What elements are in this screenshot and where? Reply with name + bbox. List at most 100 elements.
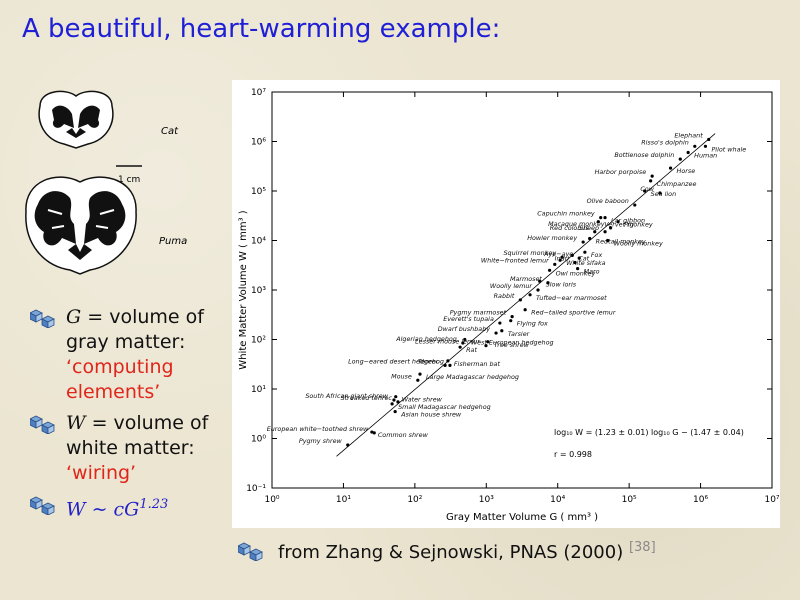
point-label: South African giant shrew: [305, 392, 388, 400]
fit-line: [336, 133, 716, 457]
point-label: Pygmy marmoset: [450, 309, 507, 317]
scale-label: 1 cm: [118, 175, 140, 185]
puma-brain: [25, 176, 137, 275]
y-tick-label: 10⁰: [251, 435, 266, 445]
citation: from Zhang & Sejnowski, PNAS (2000) [38]: [237, 540, 656, 563]
data-point: [560, 255, 564, 259]
data-point: [538, 279, 542, 283]
point-label: Redtail monkey: [596, 237, 646, 245]
point-label: Sea lion: [651, 190, 676, 198]
point-label: Harbor porpoise: [595, 168, 647, 176]
data-point: [418, 372, 422, 376]
point-label: Rat: [466, 346, 477, 354]
data-point: [494, 331, 498, 335]
data-point: [523, 308, 527, 312]
data-point: [396, 400, 400, 404]
data-point: [633, 203, 637, 207]
y-tick-label: 10³: [251, 286, 266, 296]
y-tick-label: 10¹: [251, 385, 266, 395]
citation-ref: [38]: [628, 540, 656, 555]
data-point: [603, 216, 607, 220]
data-point: [608, 226, 613, 230]
point-label: Pilot whale: [711, 145, 746, 153]
data-point: [448, 363, 452, 367]
y-tick-label: 10⁴: [251, 237, 266, 247]
data-point: [346, 443, 350, 447]
point-label: Indri: [555, 254, 570, 262]
point-label: Mouse: [391, 372, 412, 380]
data-point: [649, 179, 653, 183]
data-point: [546, 281, 550, 285]
point-label: Cow: [640, 185, 654, 193]
bullet-icon: [30, 496, 55, 515]
x-tick-label: 10⁵: [622, 495, 637, 505]
data-point: [599, 216, 603, 220]
bullet-icon: [237, 542, 263, 562]
point-label: Marmoset: [510, 275, 542, 283]
point-label: Tenrec: [418, 357, 440, 365]
point-label: Maro: [584, 268, 600, 276]
slide-title: A beautiful, heart-warming example:: [22, 14, 501, 44]
data-point: [593, 230, 597, 234]
data-point: [616, 220, 620, 224]
bullet-highlight: ‘wiring’: [66, 462, 137, 484]
bullet-text: = volume of white matter:: [66, 412, 209, 459]
data-point: [443, 363, 447, 367]
x-tick-label: 10¹: [336, 495, 351, 505]
x-tick-label: 10⁴: [550, 495, 565, 505]
point-label: Dwarf bushbaby: [438, 325, 490, 333]
x-tick-label: 10⁶: [693, 495, 708, 505]
point-label: Woolly monkey: [614, 240, 663, 248]
data-point: [461, 341, 465, 345]
point-label: Common shrew: [378, 431, 429, 439]
point-label: Rabbit: [494, 292, 515, 300]
data-point: [393, 409, 397, 414]
point-label: Small Madagascar hedgehog: [398, 403, 491, 411]
point-label: Macaque monkey: [548, 220, 605, 228]
point-label: West European hedgehog: [471, 339, 554, 347]
point-label: Pygmy shrew: [299, 437, 343, 445]
data-point: [693, 144, 697, 148]
point-label: Howler monkey: [527, 234, 577, 242]
y-tick-label: 10⁷: [251, 88, 266, 98]
bullet: W ∼ cG1.23: [30, 492, 240, 522]
data-point: [703, 144, 708, 148]
data-point: [558, 258, 562, 262]
x-axis-label: Gray Matter Volume G ( mm³ ): [446, 512, 598, 523]
bullet-list: G = volume of gray matter: ‘computing el…: [30, 305, 240, 528]
point-label: Large Madagascar hedgehog: [426, 373, 519, 381]
puma-label: Puma: [159, 236, 187, 247]
data-point: [372, 431, 376, 435]
point-label: Streaked tenrec: [341, 394, 393, 402]
x-tick-label: 10³: [479, 495, 494, 505]
data-point: [392, 398, 396, 402]
data-point: [678, 157, 682, 161]
y-tick-label: 10⁵: [251, 187, 266, 197]
y-axis-label: White Matter Volume W ( mm³ ): [238, 210, 249, 369]
data-point: [577, 256, 581, 260]
point-label: Lesser mouse lemur: [415, 338, 480, 346]
cat-brain: [38, 90, 114, 149]
point-label: Owl monkey: [556, 269, 596, 277]
bullet: G = volume of gray matter: ‘computing el…: [30, 305, 240, 405]
bullet-highlight: ‘computing elements’: [66, 356, 174, 403]
point-label: Elephant: [674, 131, 703, 139]
data-point: [606, 238, 610, 243]
point-label: European white−toothed shrew: [267, 425, 369, 433]
point-label: Vervet monkey: [604, 221, 653, 229]
data-point: [658, 191, 662, 195]
bullet: W = volume of white matter: ‘wiring’: [30, 411, 240, 486]
brain-drawings: Cat 1 cm Puma: [25, 90, 187, 275]
data-point: [570, 253, 574, 258]
bullet-icon: [30, 415, 55, 434]
point-label: Lar gibbon: [611, 217, 645, 225]
data-point: [528, 293, 532, 297]
data-point: [643, 189, 647, 193]
point-label: Everett's tupaia: [443, 315, 494, 323]
y-tick-label: 10⁶: [251, 138, 266, 148]
point-label: Red colobus: [550, 224, 590, 232]
point-label: Algerian hedgehog: [395, 335, 457, 343]
data-point: [588, 236, 592, 241]
bullet-icon: [30, 309, 55, 328]
point-label: Tufted−ear marmoset: [536, 294, 607, 302]
